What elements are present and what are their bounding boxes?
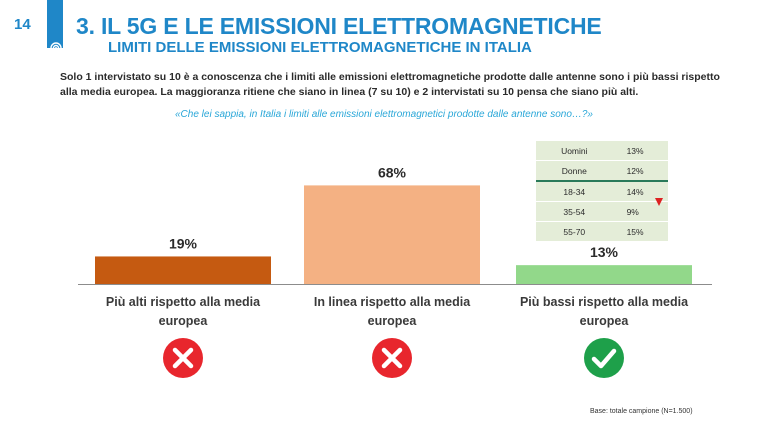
table-cell-value: 13% <box>612 141 668 161</box>
bar <box>516 265 692 284</box>
survey-question: «Che lei sappia, in Italia i limiti alle… <box>174 109 593 120</box>
antenna-logo-icon <box>50 42 62 49</box>
page-subtitle: LIMITI DELLE EMISSIONI ELETTROMAGNETICHE… <box>108 39 532 56</box>
table-cell-label: Uomini <box>536 141 613 161</box>
check-icon <box>584 338 624 378</box>
category-label: Più alti rispetto alla media europea <box>105 295 261 328</box>
close-icon <box>372 338 412 378</box>
base-note: Base: totale campione (N=1.500) <box>590 408 693 415</box>
decrease-arrow-icon <box>655 198 663 206</box>
bar <box>95 256 271 284</box>
category-label: In linea rispetto alla media europea <box>313 295 471 328</box>
table-cell-label: Donne <box>536 160 613 182</box>
data-label: 13% <box>590 244 619 260</box>
table-row: 35-54 9% <box>536 201 668 222</box>
data-label: 19% <box>169 235 198 251</box>
table-cell-value: 15% <box>612 221 668 242</box>
table-row: 55-70 15% <box>536 221 668 242</box>
table-cell-value: 14% <box>612 181 668 202</box>
demographic-table: Uomini 13% Donne 12% 18-34 14% 35-54 9% 55-70 15% <box>536 141 668 242</box>
close-icon <box>163 338 203 378</box>
table-cell-value: 12% <box>612 160 668 182</box>
table-cell-label: 55-70 <box>536 221 613 242</box>
summary-text: Solo 1 intervistato su 10 è a conoscenza… <box>60 71 720 98</box>
table-cell-value: 9% <box>612 201 668 222</box>
table-cell-label: 18-34 <box>536 181 613 202</box>
table-row: 18-34 14% <box>536 181 668 202</box>
category-label: Più bassi rispetto alla media europea <box>519 295 689 328</box>
data-label: 68% <box>378 164 407 180</box>
table-row: Uomini 13% <box>536 141 668 161</box>
header-accent-bar <box>47 0 63 48</box>
table-row: Donne 12% <box>536 160 668 182</box>
table-cell-label: 35-54 <box>536 201 613 222</box>
page-number: 14 <box>14 16 31 33</box>
bar <box>304 185 480 284</box>
page-title: 3. IL 5G E LE EMISSIONI ELETTROMAGNETICH… <box>76 13 602 39</box>
